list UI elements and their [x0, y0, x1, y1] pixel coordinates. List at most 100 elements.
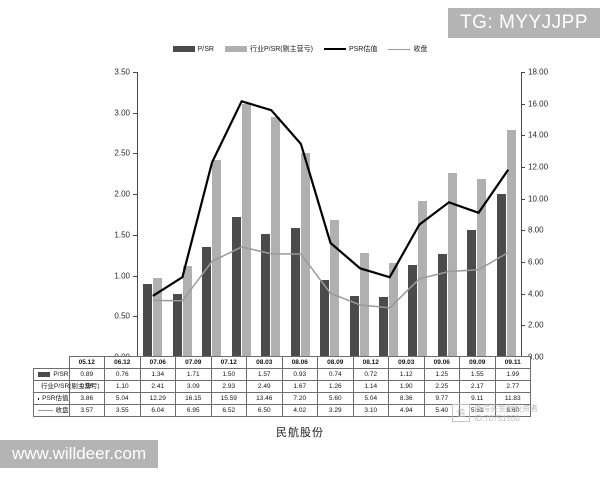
bar-group: [374, 72, 403, 356]
legend-item-2: 行业P/SR(剔主营亏): [224, 44, 313, 54]
table-cell: 2.41: [139, 380, 176, 393]
table-header-row: 05.12 06.12 07.06 07.09 07.12 08.03 08.06 08.09…: [34, 356, 531, 369]
right-axis-tick: [521, 198, 525, 200]
bar-industry-psr: [330, 220, 340, 356]
legend-label: P/SR: [197, 45, 214, 53]
watermark-line-2: ID:70751550: [474, 414, 520, 423]
table-cell: 12.29: [139, 392, 176, 405]
right-axis-tick-label: 16.00: [528, 99, 549, 109]
table-col-header: 07.12: [210, 356, 247, 369]
table-row: 行业P/SR(剔主营亏) 0.96 1.10 2.41 3.09 2.93 2.49 1.67…: [33, 380, 531, 393]
line-series: [152, 99, 510, 309]
table-cell: 6.60: [494, 404, 531, 417]
table-col-header: 08.09: [317, 356, 354, 369]
bar-psr: [172, 294, 182, 356]
right-axis-tick: [521, 325, 525, 327]
right-axis-tick-label: 0.00: [528, 352, 544, 362]
right-axis-tick: [521, 262, 525, 263]
row-label-text: 行业P/SR(剔主营亏): [41, 383, 100, 390]
left-axis-tick: [133, 194, 137, 196]
table-cell: 0.93: [281, 368, 318, 381]
table-cell: 7.20: [281, 392, 318, 405]
table-cell: 0.72: [352, 368, 389, 381]
table-col-header: 07.06: [139, 356, 176, 369]
table-cell: 3.09: [175, 380, 212, 393]
right-axis-tick: [521, 103, 525, 105]
bar-group: [197, 72, 226, 356]
left-axis-tick: [133, 234, 137, 236]
table-cell: 16.15: [175, 392, 212, 405]
bar-group: [315, 72, 344, 356]
table-col-header: 08.12: [352, 356, 389, 369]
right-axis-tick: [521, 72, 525, 73]
left-axis-tick-label: 2.50: [114, 148, 130, 158]
bar-psr: [467, 229, 477, 356]
bar-industry-psr: [388, 263, 398, 356]
table-cell: 1.71: [175, 368, 212, 381]
row-line-swatch: [38, 397, 40, 400]
table-cell: 3.86: [68, 392, 105, 405]
right-axis-tick: [521, 293, 525, 295]
table-cell: 5.04: [352, 392, 389, 405]
bar-group: [285, 72, 314, 356]
left-axis-tick-label: 1.50: [114, 230, 130, 240]
right-axis-tick: [521, 230, 525, 232]
bar-psr: [496, 193, 506, 356]
table-cell: 1.12: [388, 368, 425, 381]
bar-group: [138, 72, 167, 356]
table-cell: 3.57: [68, 404, 105, 417]
bar-industry-psr: [182, 266, 192, 356]
row-line-swatch: [38, 410, 53, 411]
left-axis-tick: [133, 72, 137, 73]
line-psr-valuation: [152, 99, 510, 297]
table-cell: 6.52: [210, 404, 247, 417]
table-cell: 9.11: [459, 392, 496, 405]
table-cell: 11.83: [494, 392, 531, 405]
bar-industry-psr: [271, 117, 281, 356]
table-row-label: 行业P/SR(剔主营亏): [33, 380, 100, 393]
legend-label: 收盘: [413, 46, 428, 53]
table-cell: 5.40: [423, 404, 460, 417]
table-cell: 1.57: [246, 368, 283, 381]
legend-line-swatch: [388, 48, 411, 50]
table-cell: 2.93: [210, 380, 247, 393]
left-axis-tick-label: 0.50: [114, 311, 130, 321]
bar-group: [226, 72, 255, 356]
bar-industry-psr: [447, 172, 457, 356]
url-watermark-badge: www.willdeer.com: [0, 440, 159, 468]
watermark-line-1: 值得买金融投资者: [474, 404, 538, 413]
table-cell: 1.26: [317, 380, 354, 393]
table-cell: 6.50: [246, 404, 283, 417]
data-table-wrapper: 05.12 06.12 07.06 07.09 07.12 08.03 08.06 08.09…: [33, 356, 531, 417]
table-cell: 1.90: [388, 380, 425, 393]
table-cell: 0.74: [317, 368, 354, 381]
table-cell: 4.94: [388, 404, 425, 417]
legend-label: PSR估值: [348, 46, 378, 53]
left-axis-tick: [133, 153, 137, 155]
table-cell: 3.10: [352, 404, 389, 417]
table-col-header: 08.03: [246, 356, 283, 369]
row-bar-swatch: [38, 372, 51, 377]
bar-psr: [320, 280, 330, 356]
right-axis-tick-label: 8.00: [528, 225, 544, 235]
bar-group: [167, 72, 196, 356]
table-row-label: 收盘: [33, 404, 70, 417]
table-row-label: P/SR: [33, 368, 70, 381]
plot-frame: [137, 72, 522, 357]
line-close-price: [152, 246, 509, 309]
table-col-header: 09.03: [388, 356, 425, 369]
bar-industry-psr: [153, 277, 163, 356]
right-axis-tick: [521, 167, 525, 168]
bar-industry-psr: [506, 130, 516, 356]
row-label-text: 收盘: [55, 407, 69, 414]
table-cell: 1.99: [494, 368, 531, 381]
bar-psr: [290, 228, 300, 356]
table-cell: 3.55: [104, 404, 141, 417]
tg-badge: TG: MYYJJPP: [448, 8, 600, 38]
table-cell: 2.25: [423, 380, 460, 393]
table-cell: 9.77: [423, 392, 460, 405]
table-cell: 1.50: [210, 368, 247, 381]
bar-psr: [261, 233, 271, 356]
table-cell: 0.76: [104, 368, 141, 381]
